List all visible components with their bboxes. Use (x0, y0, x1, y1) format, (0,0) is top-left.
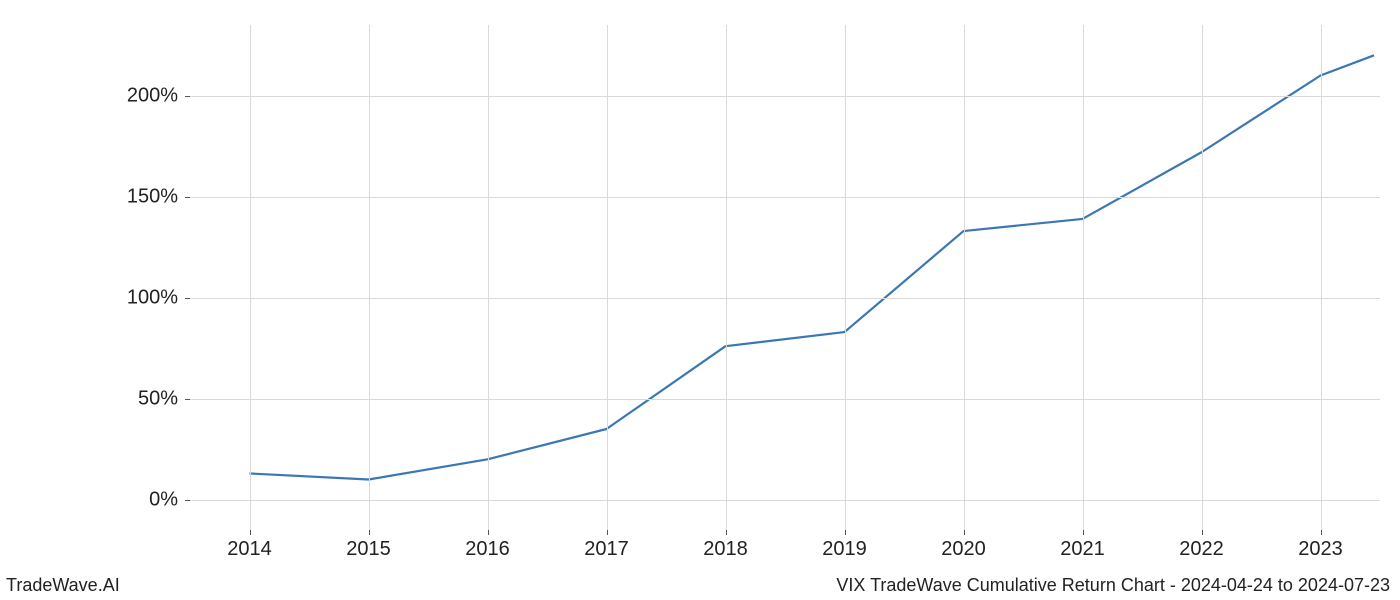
y-tick-label: 200% (127, 84, 178, 107)
y-tick-label: 100% (127, 286, 178, 309)
gridline-vertical (1321, 25, 1322, 530)
gridline-horizontal (190, 399, 1380, 400)
gridline-vertical (1202, 25, 1203, 530)
tick-mark-y (185, 298, 190, 299)
x-tick-label: 2017 (584, 538, 629, 561)
tick-mark-x (607, 530, 608, 535)
tick-mark-y (185, 96, 190, 97)
gridline-vertical (845, 25, 846, 530)
tick-mark-x (964, 530, 965, 535)
x-tick-label: 2018 (703, 538, 748, 561)
y-tick-label: 50% (138, 387, 178, 410)
gridline-vertical (1083, 25, 1084, 530)
tick-mark-y (185, 500, 190, 501)
x-tick-label: 2019 (822, 538, 867, 561)
gridline-horizontal (190, 500, 1380, 501)
tick-mark-y (185, 197, 190, 198)
gridline-vertical (726, 25, 727, 530)
tick-mark-x (845, 530, 846, 535)
x-tick-label: 2016 (465, 538, 510, 561)
tick-mark-x (1321, 530, 1322, 535)
y-tick-label: 0% (149, 488, 178, 511)
gridline-horizontal (190, 298, 1380, 299)
chart-container: TradeWave.AI VIX TradeWave Cumulative Re… (0, 0, 1400, 600)
plot-area (190, 25, 1380, 530)
x-tick-label: 2023 (1298, 538, 1343, 561)
gridline-vertical (369, 25, 370, 530)
gridline-horizontal (190, 197, 1380, 198)
footer-right-text: VIX TradeWave Cumulative Return Chart - … (836, 575, 1390, 596)
x-tick-label: 2021 (1060, 538, 1105, 561)
tick-mark-x (250, 530, 251, 535)
tick-mark-x (1202, 530, 1203, 535)
tick-mark-y (185, 399, 190, 400)
footer-left-text: TradeWave.AI (6, 575, 120, 596)
tick-mark-x (726, 530, 727, 535)
x-tick-label: 2014 (227, 538, 272, 561)
y-tick-label: 150% (127, 185, 178, 208)
tick-mark-x (488, 530, 489, 535)
series-line (250, 55, 1375, 479)
gridline-vertical (250, 25, 251, 530)
x-tick-label: 2020 (941, 538, 986, 561)
tick-mark-x (1083, 530, 1084, 535)
gridline-horizontal (190, 96, 1380, 97)
x-tick-label: 2015 (346, 538, 391, 561)
x-tick-label: 2022 (1179, 538, 1224, 561)
tick-mark-x (369, 530, 370, 535)
gridline-vertical (488, 25, 489, 530)
gridline-vertical (964, 25, 965, 530)
gridline-vertical (607, 25, 608, 530)
